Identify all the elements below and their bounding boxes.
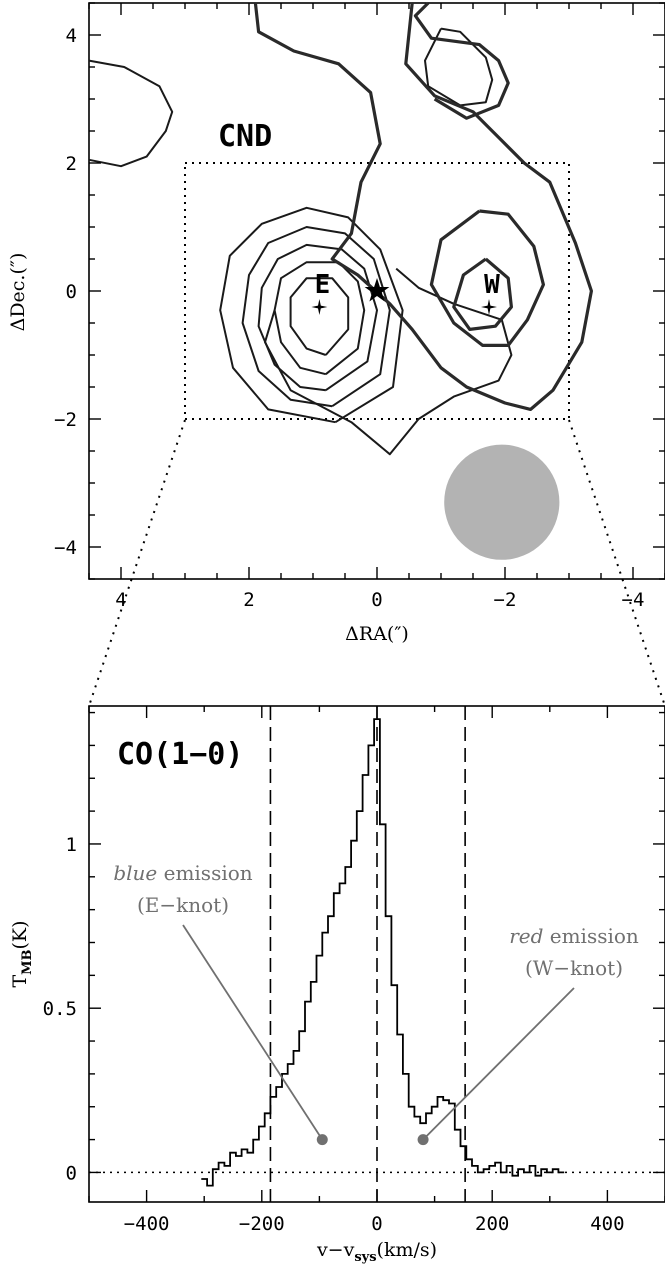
- knot-marker-W: [481, 299, 497, 315]
- top-x-tick-label: 4: [115, 589, 126, 611]
- top-y-tick-label: −2: [54, 409, 77, 431]
- contour-e-3: [241, 226, 391, 408]
- top-y-tick-label: 4: [66, 25, 77, 47]
- contour-map-ticks: 4 4 2 2 0 0 −2 −2 −4 −4: [54, 2, 665, 611]
- emission-annotations: blue emission (E−knot) red emission (W−knot…: [113, 861, 639, 1146]
- contour-thin-2: [424, 27, 494, 107]
- bottom-x-tick-label: −400: [124, 1213, 170, 1235]
- bottom-x-tick-label: 0: [371, 1213, 382, 1235]
- beam-circle: [444, 444, 560, 560]
- contour-thin-1: [88, 59, 174, 168]
- top-x-tick-label: −2: [494, 589, 517, 611]
- spectrum-panel: blue emission (E−knot) red emission (W−knot…: [9, 705, 665, 1265]
- bottom-y-axis-label: TMB(K): [9, 920, 35, 987]
- co-label: CO(1−0): [117, 737, 243, 772]
- co-spectrum-line: [201, 718, 565, 1187]
- bottom-y-tick-label: 1: [66, 834, 77, 856]
- top-x-tick-label: 0: [371, 589, 382, 611]
- contour-e-0: [289, 277, 350, 356]
- cnd-box: [184, 162, 570, 420]
- zoom-line-right: [568, 419, 665, 707]
- bottom-x-tick-label: −200: [239, 1213, 285, 1235]
- contour-lines: [88, 1, 593, 456]
- contour-thick-0: [253, 2, 593, 411]
- contour-e-1: [273, 261, 366, 376]
- bottom-x-tick-label: 400: [590, 1213, 624, 1235]
- contour-thin-0: [264, 267, 513, 456]
- annotation-dot-1: [417, 1134, 429, 1146]
- zoom-line-left: [88, 419, 186, 707]
- bottom-y-tick-label: 0.5: [43, 998, 77, 1020]
- bottom-x-tick-label: 200: [475, 1213, 509, 1235]
- spectrum-guides: [89, 706, 665, 1202]
- beam-ellipse: [444, 444, 560, 560]
- annotation-dot-0: [316, 1134, 328, 1146]
- bottom-y-tick-label: 0: [66, 1162, 77, 1184]
- top-x-tick-label: 2: [243, 589, 254, 611]
- knot-label-W: W: [484, 270, 500, 300]
- annotation-line1-0: blue emission: [113, 861, 252, 885]
- contour-thick-1: [413, 1, 510, 120]
- top-y-tick-label: −4: [54, 537, 77, 559]
- contour-w-0: [452, 257, 513, 331]
- top-x-axis-label: ΔRA(″): [345, 623, 409, 645]
- nucleus-star-marker: [364, 278, 390, 302]
- annotation-leader-1: [422, 987, 575, 1141]
- spectrum-ticks: −400 −200 0 200 400 0 0.5 1: [43, 706, 665, 1235]
- knot-marker-E: [311, 299, 328, 315]
- annotation-leader-0: [182, 924, 324, 1141]
- annotation-line2-1: (W−knot): [525, 956, 623, 980]
- top-y-tick-label: 2: [66, 153, 77, 175]
- contour-w-1: [429, 209, 545, 347]
- top-x-tick-label: −4: [622, 589, 645, 611]
- top-y-tick-label: 0: [66, 281, 77, 303]
- annotation-line2-0: (E−knot): [137, 893, 229, 917]
- contour-e-4: [219, 206, 404, 424]
- cnd-dotted-box: [184, 162, 570, 420]
- top-y-axis-label: ΔDec.(″): [7, 253, 29, 332]
- annotation-line1-1: red emission: [509, 924, 639, 948]
- cnd-label: CND: [218, 119, 272, 154]
- bottom-x-axis-label: v−vsys(km/s): [316, 1239, 437, 1265]
- knot-label-E: E: [315, 270, 331, 300]
